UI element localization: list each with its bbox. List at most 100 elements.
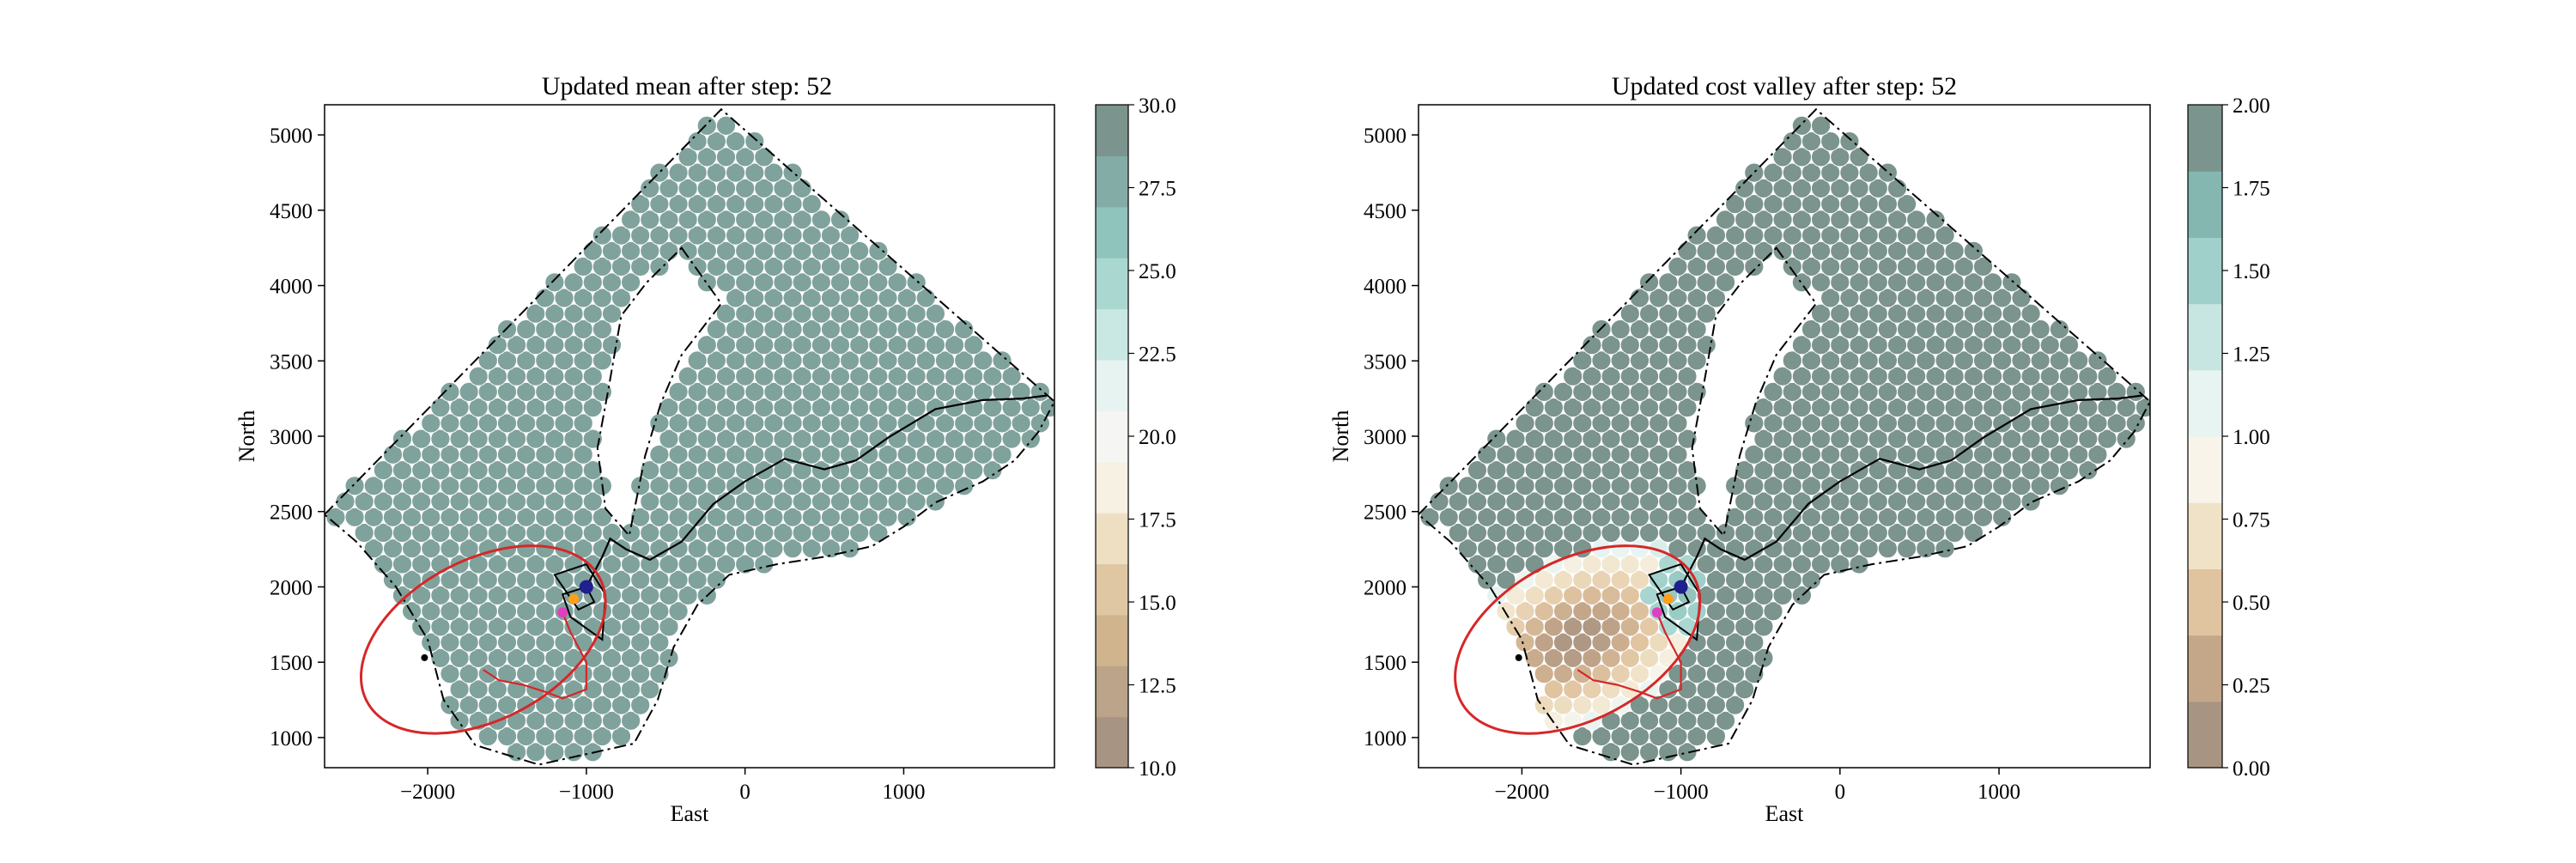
colorbar-segment — [2188, 171, 2222, 238]
planned-path — [1577, 611, 1682, 700]
grid-cell — [925, 303, 946, 324]
planned-path — [483, 611, 588, 700]
grid-cell — [1753, 647, 1774, 669]
grid-cell — [1744, 664, 1765, 684]
x-tick-label: 0 — [739, 781, 750, 804]
panel-mean-y-axis: 1000 1500 2000 2500 3000 3500 4000 4500 5000 — [270, 125, 325, 751]
panel-cost: Updated cost valley after step: 52 −2000… — [1328, 72, 2270, 826]
panel-mean-title: Updated mean after step: 52 — [542, 72, 832, 100]
colorbar-segment — [2188, 502, 2222, 569]
grid-cell — [1744, 256, 1765, 277]
grid-cell — [1677, 366, 1698, 386]
x-tick-label: −1000 — [1654, 781, 1709, 804]
y-tick-label: 2500 — [270, 501, 313, 525]
grid-cell — [1897, 194, 1917, 215]
colorbar-tick-label: 12.5 — [1139, 675, 1176, 698]
grid-cell — [1753, 617, 1774, 637]
panel-mean-overlays — [325, 107, 1054, 766]
grid-cell — [1696, 303, 1716, 324]
colorbar-segment — [1096, 614, 1128, 666]
candidate-paths — [553, 562, 607, 641]
colorbar-tick-label: 0.50 — [2233, 592, 2270, 615]
target-marker — [557, 607, 568, 618]
grid-cell — [649, 632, 670, 653]
grid-cell — [744, 131, 765, 152]
colorbar-segment — [1096, 410, 1128, 463]
grid-cell — [582, 366, 603, 386]
grid-cell — [621, 710, 641, 731]
grid-cell — [649, 664, 670, 684]
vehicle-trajectory — [585, 394, 1047, 588]
colorbar-tick-label: 15.0 — [1139, 592, 1176, 615]
y-tick-label: 3500 — [270, 350, 313, 374]
y-tick-label: 2000 — [1364, 576, 1406, 599]
grid-cell — [963, 335, 984, 356]
panel-cost-ylabel: North — [1328, 410, 1353, 463]
panel-mean-xlabel: East — [671, 801, 710, 826]
y-tick-label: 4500 — [1364, 200, 1406, 223]
grid-cell — [2087, 350, 2108, 371]
grid-cell — [630, 695, 651, 715]
grid-cell — [1668, 444, 1688, 465]
y-tick-label: 5000 — [1364, 125, 1406, 148]
y-tick-label: 5000 — [270, 125, 313, 148]
grid-cell — [544, 272, 565, 293]
y-tick-label: 1500 — [1364, 652, 1406, 675]
grid-cell — [592, 225, 613, 246]
grid-cell — [2002, 272, 2022, 293]
x-tick-label: 0 — [1835, 781, 1846, 804]
grid-cell — [868, 522, 889, 544]
grid-cell — [1677, 491, 1698, 512]
home-marker — [421, 653, 428, 661]
panel-cost-colorbar: 0.00 0.25 0.50 0.75 1.00 1.25 1.50 1.75 2.00 — [2187, 94, 2270, 781]
grid-cell — [1686, 350, 1707, 371]
candidate-paths — [1648, 562, 1701, 641]
current-location-marker — [579, 580, 593, 594]
colorbar-segment — [1096, 155, 1128, 208]
waypoint-marker — [568, 593, 580, 605]
panel-mean-x-axis: −2000 −1000 0 1000 — [400, 768, 925, 804]
colorbar-segment — [2188, 105, 2222, 172]
panel-cost-overlays — [1419, 107, 2150, 766]
obstacle-boundary — [1691, 246, 1818, 538]
colorbar-segment — [2188, 369, 2222, 437]
grid-cell — [440, 381, 460, 402]
grid-cell — [1811, 115, 1832, 136]
grid-cell — [1001, 366, 1022, 386]
colorbar-segment — [1096, 308, 1128, 361]
y-tick-label: 3000 — [1364, 426, 1406, 449]
grid-cell — [868, 240, 889, 261]
y-tick-label: 1000 — [270, 727, 313, 751]
colorbar-segment — [2188, 701, 2222, 769]
grid-cell — [2058, 335, 2080, 356]
grid-cell — [1744, 632, 1765, 653]
y-tick-label: 2000 — [270, 576, 313, 599]
grid-cell — [1686, 319, 1707, 340]
grid-cell — [2097, 366, 2117, 386]
grid-cell — [2078, 460, 2099, 481]
grid-cell — [1972, 256, 1994, 277]
grid-cell — [1839, 131, 1860, 152]
grid-cell — [1963, 522, 1984, 544]
budget-ellipse — [359, 544, 607, 735]
grid-cell — [1668, 413, 1688, 434]
grid-cell — [1534, 381, 1554, 402]
colorbar-segment — [2188, 436, 2222, 503]
grid-cell — [1639, 272, 1660, 293]
grid-cell — [1715, 272, 1736, 293]
colorbar-tick-label: 0.00 — [2233, 757, 2270, 781]
y-tick-label: 2500 — [1364, 501, 1406, 525]
grid-cell — [992, 444, 1012, 465]
y-tick-label: 4000 — [1364, 276, 1406, 299]
grid-cell — [1735, 679, 1755, 700]
colorbar-tick-label: 22.5 — [1139, 343, 1176, 367]
grid-cell — [1438, 476, 1459, 496]
home-marker — [1515, 653, 1522, 661]
target-marker — [1651, 607, 1662, 618]
grid-cell — [592, 350, 613, 371]
grid-cell — [1715, 710, 1736, 731]
panel-cost-y-axis: 1000 1500 2000 2500 3000 3500 4000 4500 5000 — [1364, 125, 1419, 751]
colorbar-tick-label: 20.0 — [1139, 426, 1176, 449]
grid-cell — [1677, 398, 1698, 418]
colorbar-segment — [1096, 513, 1128, 565]
